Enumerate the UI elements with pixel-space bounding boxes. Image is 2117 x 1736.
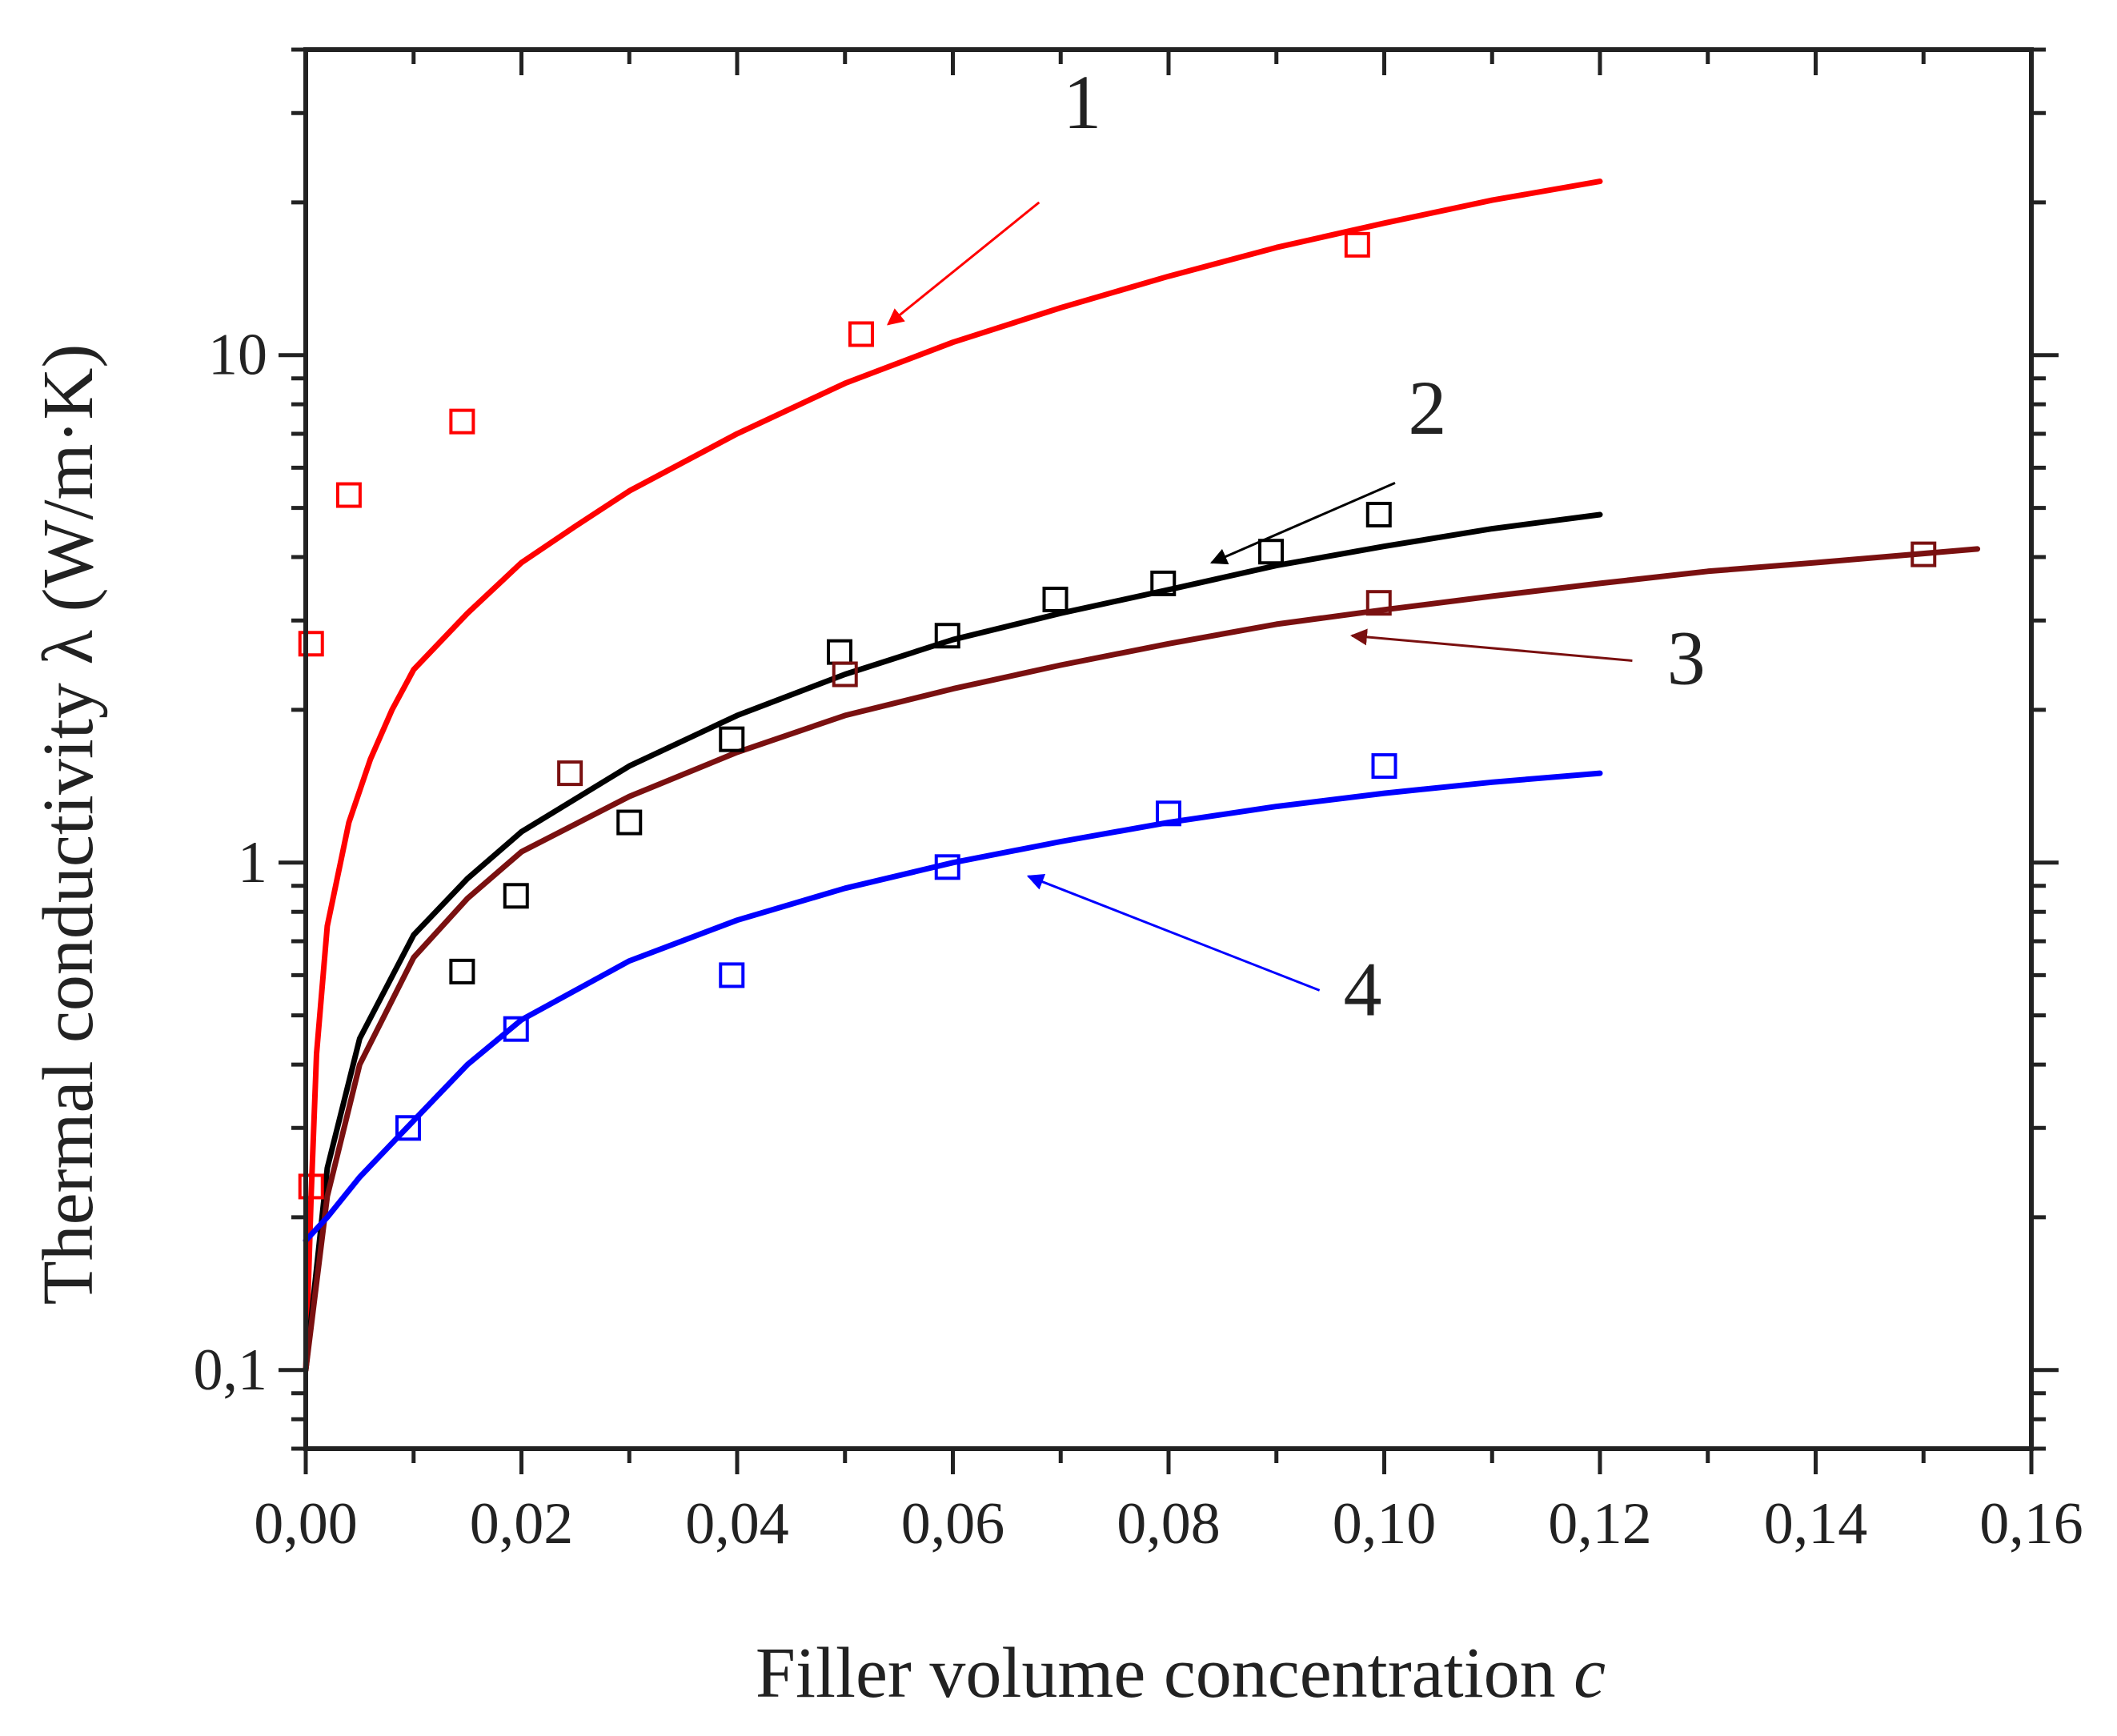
x-axis-title-symbol: c xyxy=(1574,1634,1606,1713)
series-1-point xyxy=(449,408,475,435)
series-1-point xyxy=(1344,231,1370,258)
series-2-point xyxy=(1042,587,1069,613)
y-tick-label: 0,1 xyxy=(194,1337,268,1403)
x-tick-label: 0,02 xyxy=(470,1491,574,1557)
series-2-curve xyxy=(303,511,1603,1373)
curve-annotations: 1 2 3 4 xyxy=(887,59,1706,1032)
x-tick-label: 0,14 xyxy=(1764,1491,1868,1557)
annotation-arrow-3 xyxy=(1349,628,1633,662)
series-4-point xyxy=(934,854,960,880)
annotation-arrow-4 xyxy=(1026,873,1321,992)
x-tick-label: 0,00 xyxy=(254,1491,358,1557)
y-tick-label: 1 xyxy=(238,830,267,896)
series-1-point xyxy=(298,1173,324,1200)
plot-frame xyxy=(303,47,2034,1451)
series-2-point xyxy=(719,726,745,752)
curve-label-3: 3 xyxy=(1667,615,1706,700)
curve-label-1: 1 xyxy=(1063,59,1101,145)
axes: 0,00 0,02 0,04 0,06 0,08 0,10 0,12 0,14 0,16 0,1 1… xyxy=(194,47,2083,1557)
series-2-point xyxy=(1258,539,1285,565)
y-axis-title: Thermal conductivity λ (W/m·K) xyxy=(29,344,108,1305)
series-3-point xyxy=(1911,541,1937,567)
curve-label-2: 2 xyxy=(1408,365,1446,451)
x-tick-label: 0,12 xyxy=(1548,1491,1652,1557)
y-tick-label: 10 xyxy=(208,323,267,388)
x-tick-label: 0,08 xyxy=(1117,1491,1221,1557)
series-2-point xyxy=(449,958,475,984)
annotation-arrow-2 xyxy=(1209,482,1396,565)
annotation-arrow-1 xyxy=(887,201,1040,326)
series-2-point xyxy=(616,809,643,836)
series-3-curve xyxy=(303,546,1981,1373)
x-axis-title: Filler volume concentration c xyxy=(756,1634,1606,1713)
series-1-point xyxy=(298,631,324,657)
series-4-point xyxy=(395,1115,422,1141)
series-4-point xyxy=(719,962,745,988)
series-1-point xyxy=(848,321,874,347)
x-axis-title-text: Filler volume concentration xyxy=(756,1634,1556,1713)
series-2-point xyxy=(1150,570,1177,596)
series-1-curve xyxy=(303,178,1603,1373)
x-tick-label: 0,10 xyxy=(1333,1491,1437,1557)
series-1-point xyxy=(335,482,362,508)
series-curves xyxy=(303,178,1981,1373)
series-3-point xyxy=(557,760,583,787)
series-4-curve xyxy=(303,770,1603,1244)
series-3-point xyxy=(1365,590,1392,616)
series-4-point xyxy=(503,1016,529,1042)
series-2-point xyxy=(503,883,529,909)
series-4-point xyxy=(1156,800,1181,827)
series-2-point xyxy=(1365,501,1392,527)
series-markers xyxy=(298,231,1937,1200)
x-tick-label: 0,16 xyxy=(1979,1491,2083,1557)
series-2-point xyxy=(934,623,960,649)
series-4-point xyxy=(1371,753,1397,780)
series-3-point xyxy=(832,661,858,688)
x-tick-label: 0,04 xyxy=(685,1491,789,1557)
x-tick-label: 0,06 xyxy=(901,1491,1005,1557)
curve-label-4: 4 xyxy=(1344,947,1382,1032)
